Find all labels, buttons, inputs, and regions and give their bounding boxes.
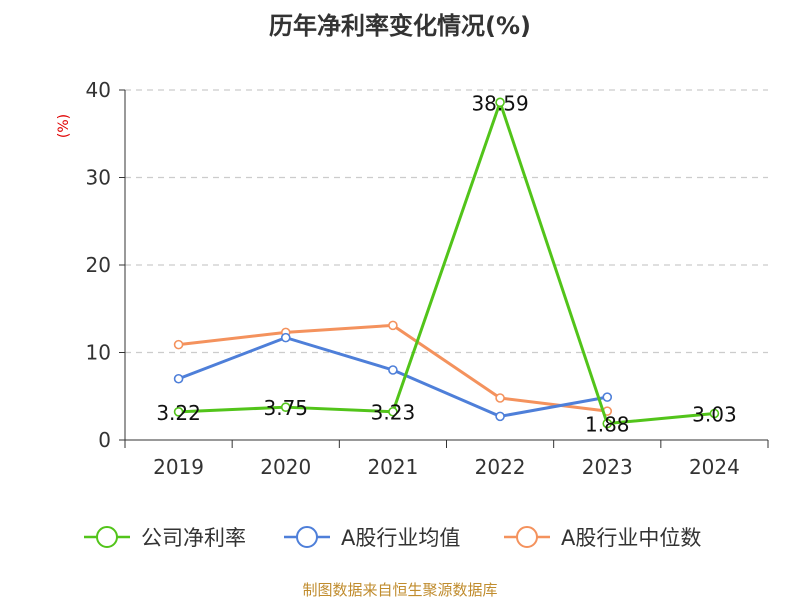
y-tick-label: 40 [86, 78, 111, 102]
x-tick-label: 2023 [582, 455, 633, 479]
grid-lines [125, 89, 768, 354]
data-point [173, 339, 184, 350]
data-point [709, 408, 720, 419]
x-tick-label: 2019 [153, 455, 204, 479]
data-point [495, 97, 505, 108]
x-tick-label: 2022 [475, 455, 526, 479]
data-point [173, 373, 184, 384]
data-point [388, 406, 398, 417]
data-label: 38.59 [471, 91, 528, 115]
legend-swatch-marker [96, 526, 118, 548]
data-point [388, 320, 398, 331]
data-label: 3.03 [692, 402, 737, 426]
data-label: 3.23 [371, 401, 416, 425]
chart-title: 历年净利率变化情况(%) [269, 12, 531, 40]
data-label: 3.75 [263, 396, 308, 420]
x-tick-label: 2024 [689, 455, 740, 479]
data-point [495, 411, 505, 422]
y-tick-label: 30 [86, 166, 111, 190]
axes: 0 10 20 30 40 (%) 2019 2020 2021 2022 2023 2024 [56, 78, 769, 479]
legend-label: A股行业均值 [341, 526, 460, 550]
data-point [388, 365, 398, 375]
data-point [495, 393, 505, 403]
y-tick-label: 10 [86, 341, 111, 365]
data-point [602, 418, 613, 429]
x-tick-label: 2021 [367, 455, 418, 479]
data-point [280, 402, 291, 412]
data-point [173, 407, 184, 417]
legend-label: A股行业中位数 [561, 526, 701, 550]
y-tick-label: 20 [86, 253, 111, 277]
x-tick-label: 2020 [260, 455, 311, 479]
data-source-note: 制图数据来自恒生聚源数据库 [302, 581, 498, 599]
legend-label: 公司净利率 [141, 526, 246, 550]
y-tick-label: 0 [98, 428, 111, 452]
legend-swatch-marker [516, 526, 538, 548]
y-axis-label: (%) [56, 114, 72, 138]
series-lines [173, 97, 720, 429]
data-point [280, 332, 291, 343]
legend: 公司净利率 A股行业均值 A股行业中位数 [84, 526, 701, 550]
data-label: 3.22 [156, 401, 201, 425]
data-label: 1.88 [585, 413, 630, 437]
legend-swatch-marker [296, 526, 318, 548]
data-point [602, 392, 613, 402]
data-labels: 3.22 3.75 3.23 38.59 1.88 3.03 [156, 91, 736, 436]
series-line [178, 100, 715, 426]
